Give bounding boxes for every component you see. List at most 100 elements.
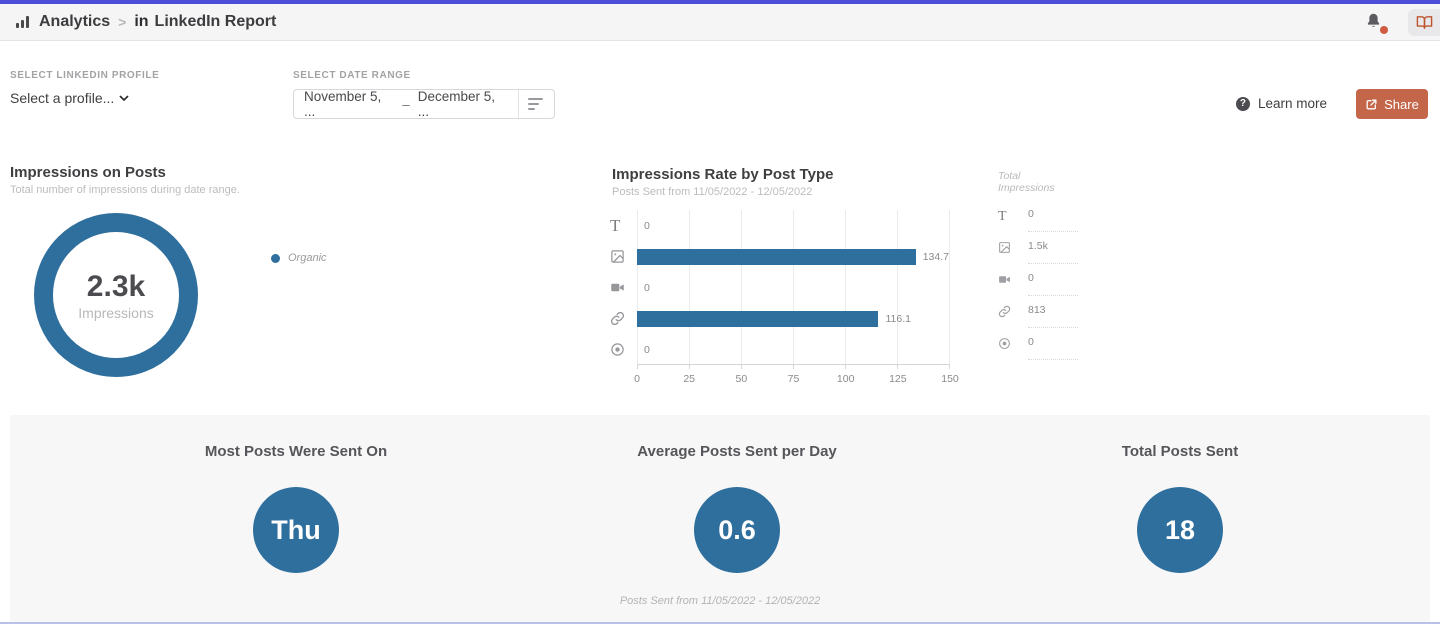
impressions-total-label: Impressions: [78, 304, 154, 321]
profile-select-label: SELECT LINKEDIN PROFILE: [10, 70, 160, 81]
bar-row-image: 134.7: [637, 241, 949, 272]
date-start-input[interactable]: November 5, ...: [304, 89, 382, 119]
donut-legend: Organic: [271, 252, 327, 264]
rate-chart-title: Impressions Rate by Post Type: [612, 166, 834, 183]
bar-image: [637, 248, 916, 265]
total-row-video: 0: [998, 272, 1078, 296]
link-post-icon: [998, 304, 1014, 318]
stat-average-posts-per-day: Average Posts Sent per Day 0.6: [577, 443, 897, 573]
question-mark-icon: ?: [1235, 96, 1250, 111]
posts-summary-panel: Most Posts Were Sent On Thu Average Post…: [10, 415, 1430, 622]
other-post-icon: [610, 334, 634, 365]
chevron-down-icon: [119, 95, 129, 101]
page-title: LinkedIn Report: [154, 13, 277, 30]
bar-value-label: 116.1: [885, 312, 911, 325]
bar-row-other: 0: [637, 334, 949, 365]
total-row-link: 813: [998, 304, 1078, 328]
bar-value-label: 0: [644, 343, 650, 356]
total-value: 0: [1028, 208, 1078, 232]
breadcrumb-analytics[interactable]: Analytics: [39, 13, 111, 30]
date-range-separator: –: [402, 96, 410, 112]
total-impressions-title: Total Impressions: [998, 170, 1055, 194]
stat-circle: 0.6: [694, 487, 780, 573]
date-range-values: November 5, ... – December 5, ...: [294, 89, 518, 119]
header-actions: [1364, 4, 1440, 41]
analytics-bars-icon: [16, 16, 29, 28]
x-tick-label: 75: [787, 373, 800, 385]
profile-select[interactable]: Select a profile...: [10, 90, 130, 106]
stat-circle: 18: [1137, 487, 1223, 573]
date-range-label: SELECT DATE RANGE: [293, 70, 411, 81]
x-tick-label: 0: [634, 373, 640, 385]
rate-chart-subtitle: Posts Sent from 11/05/2022 - 12/05/2022: [612, 186, 813, 198]
x-tick-label: 150: [941, 373, 959, 385]
stat-total-posts-sent: Total Posts Sent 18: [1020, 443, 1340, 573]
date-preset-button[interactable]: [518, 90, 554, 118]
help-docs-button[interactable]: [1408, 9, 1440, 36]
profile-select-value: Select a profile...: [10, 90, 115, 106]
bar-value-label: 0: [644, 219, 650, 232]
rate-chart-header: Impressions Rate by Post Type Posts Sent…: [612, 166, 833, 198]
share-export-icon: [1366, 99, 1377, 109]
image-post-icon: [998, 240, 1014, 254]
bar-value-label: 0: [644, 281, 650, 294]
total-value: 0: [1028, 272, 1078, 296]
date-range-picker[interactable]: November 5, ... – December 5, ...: [293, 89, 555, 119]
legend-organic-label: Organic: [288, 252, 327, 264]
window-bottom-edge: [0, 622, 1440, 624]
x-axis-labels: 0 25 50 75 100 125 150: [634, 373, 959, 385]
total-value: 813: [1028, 304, 1078, 328]
x-tick-label: 25: [683, 373, 695, 385]
total-value: 0: [1028, 336, 1078, 360]
chevron-right-icon: >: [118, 14, 127, 30]
learn-more-label: Learn more: [1257, 96, 1327, 111]
x-tick-label: 100: [836, 373, 855, 385]
browser-accent-strip: [0, 0, 1440, 4]
image-post-icon: [610, 241, 634, 272]
impressions-donut-chart: 2.3k Impressions: [34, 213, 198, 377]
share-button[interactable]: Share: [1356, 89, 1428, 119]
bell-icon: [1367, 13, 1380, 27]
stat-value: 0.6: [718, 514, 756, 545]
app-header: Analytics > in LinkedIn Report: [0, 4, 1440, 41]
total-value: 1.5k: [1028, 240, 1078, 264]
impressions-section-header: Impressions on Posts Total number of imp…: [10, 164, 240, 196]
total-row-other: 0: [998, 336, 1078, 360]
link-post-icon: [610, 303, 634, 334]
open-book-icon: [1416, 16, 1432, 29]
stat-label: Average Posts Sent per Day: [637, 443, 837, 460]
stat-value: Thu: [271, 514, 321, 545]
stat-circle: Thu: [253, 487, 339, 573]
total-impressions-panel: Total Impressions T 0 1.5k 0 813: [998, 170, 1078, 368]
total-row-image: 1.5k: [998, 240, 1078, 264]
stat-label: Total Posts Sent: [1121, 443, 1239, 460]
notification-dot: [1380, 25, 1388, 34]
x-tick-label: 125: [889, 373, 907, 385]
x-tick-label: 50: [735, 373, 748, 385]
bar-row-text: 0: [637, 210, 949, 241]
breadcrumb: Analytics > in LinkedIn Report: [16, 13, 276, 31]
impressions-title: Impressions on Posts: [10, 164, 166, 181]
filter-lines-icon: [528, 98, 543, 100]
impressions-total-value: 2.3k: [86, 269, 146, 303]
learn-more-link[interactable]: ? Learn more: [1235, 96, 1327, 111]
bar-chart-category-icons: T: [610, 210, 634, 365]
panel-footnote: Posts Sent from 11/05/2022 - 12/05/2022: [619, 595, 821, 607]
notifications-button[interactable]: [1364, 12, 1388, 34]
bar-row-link: 116.1: [637, 303, 949, 334]
bar-link: [637, 310, 879, 327]
linkedin-logo-mark: in: [134, 13, 149, 30]
total-row-text: T 0: [998, 208, 1078, 232]
video-post-icon: [610, 272, 634, 303]
stat-value: 18: [1164, 514, 1196, 545]
legend-organic-dot: [271, 253, 280, 263]
impressions-subtitle: Total number of impressions during date …: [10, 184, 240, 196]
text-post-icon: T: [610, 215, 621, 235]
x-axis-ticks: [637, 365, 950, 369]
date-end-input[interactable]: December 5, ...: [417, 89, 496, 119]
stat-label: Most Posts Were Sent On: [204, 443, 388, 460]
bar-chart-plot: 0 134.7 0 116.1 0: [637, 210, 950, 365]
share-label: Share: [1384, 96, 1419, 112]
bar-row-video: 0: [637, 272, 949, 303]
